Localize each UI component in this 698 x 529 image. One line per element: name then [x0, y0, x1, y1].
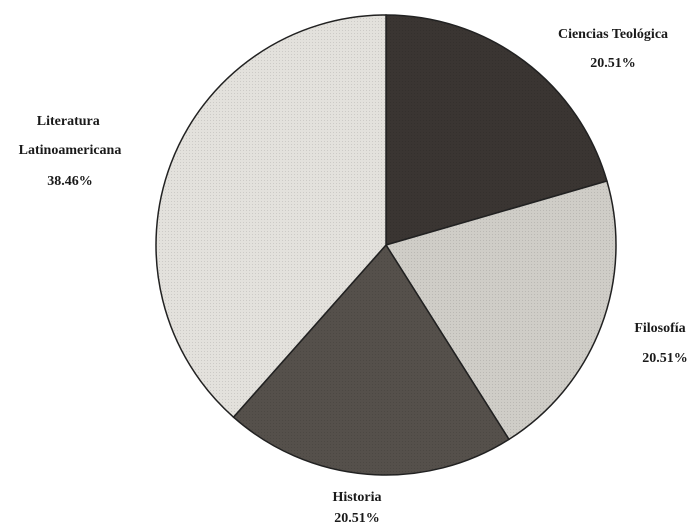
slice-label-literatura-latinoamericana: Literatura Latinoamericana: [19, 114, 122, 158]
slice-pct-ciencias-teologicas: 20.51%: [590, 56, 636, 71]
slice-label-ciencias-teologicas: Ciencias Teológica: [558, 27, 668, 42]
slice-label-historia: Historia: [333, 490, 382, 505]
pie-slice-texture-0: [386, 14, 607, 245]
slice-pct-historia: 20.51%: [334, 511, 380, 526]
slice-label-line-2: Latinoamericana: [19, 143, 122, 158]
pie-slice-texture-2: [233, 245, 509, 475]
slice-label-filosofia: Filosofía: [634, 321, 685, 336]
slice-pct-literatura-latinoamericana: 38.46%: [47, 174, 93, 189]
slice-pct-filosofia: 20.51%: [642, 351, 688, 366]
pie-slice-texture-3: [156, 15, 386, 418]
pie-slice-texture-1: [386, 181, 617, 440]
slice-label-line-1: Literatura: [37, 114, 100, 129]
